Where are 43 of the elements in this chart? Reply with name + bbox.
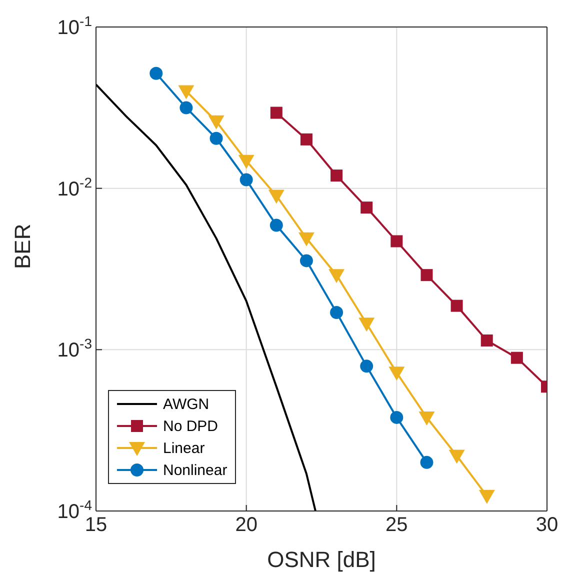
point <box>450 300 463 312</box>
point <box>390 235 403 248</box>
point <box>418 411 435 426</box>
point <box>480 334 493 346</box>
point <box>360 360 374 373</box>
y-tick-label: 10$^{-2}$ <box>57 174 92 200</box>
point <box>330 306 344 319</box>
point <box>208 115 224 130</box>
point <box>478 490 495 504</box>
point <box>240 173 253 186</box>
point <box>510 352 523 364</box>
point <box>150 66 163 80</box>
point <box>388 366 405 381</box>
y-axis-title: BER <box>10 224 35 269</box>
point <box>298 232 314 246</box>
point <box>390 410 404 424</box>
point <box>270 106 282 119</box>
line-series <box>96 84 316 511</box>
legend-label: Nonlinear <box>163 462 228 478</box>
x-tick-label: 30 <box>536 514 558 536</box>
point <box>330 170 343 182</box>
point <box>300 133 312 146</box>
x-tick-label: 20 <box>235 514 258 536</box>
y-tick-label: 10$^{-1}$ <box>57 13 92 39</box>
point <box>420 269 433 282</box>
y-tick-label: 10$^{-3}$ <box>57 336 92 362</box>
point <box>270 218 283 232</box>
point <box>180 101 193 114</box>
point <box>238 154 254 169</box>
point <box>328 269 345 284</box>
point <box>300 254 313 268</box>
legend-label: AWGN <box>163 396 210 412</box>
point <box>448 450 465 464</box>
legend-label: No DPD <box>163 418 218 434</box>
x-tick-label: 25 <box>386 514 408 536</box>
legend-label: Linear <box>163 440 205 456</box>
point <box>210 132 223 145</box>
point <box>178 85 194 100</box>
point <box>268 190 284 204</box>
point <box>358 318 375 332</box>
x-axis-title: OSNR [dB] <box>267 547 376 572</box>
point <box>420 456 434 469</box>
point <box>360 202 373 214</box>
